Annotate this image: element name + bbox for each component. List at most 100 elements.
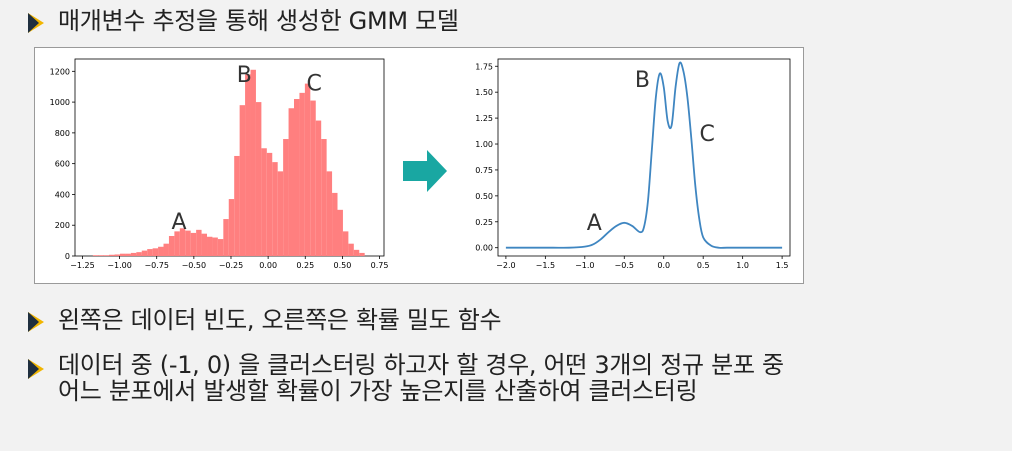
bullet-title: 매개변수 추정을 통해 생성한 GMM 모델 — [28, 6, 459, 36]
histogram-bar — [266, 152, 273, 256]
pdf-line-chart: −2.0 −1.5 −1.0 −0.5 0.0 0.5 1.0 1.5 0.00 0.25 0.50… — [475, 58, 791, 270]
hist-ytick-label: 1000 — [50, 98, 70, 107]
hist-xtick-label: −0.25 — [219, 261, 244, 270]
annotation-c: C — [699, 122, 714, 147]
histogram-bar — [212, 237, 218, 256]
pdf-ytick-label: 1.75 — [475, 62, 493, 71]
bullet-clustering-line1: 데이터 중 (-1, 0) 을 클러스터링 하고자 할 경우, 어떤 3개의 정… — [58, 351, 784, 379]
hist-xtick-label: 0.25 — [296, 261, 314, 270]
histogram-bar — [272, 162, 278, 256]
histogram-bar — [98, 255, 104, 256]
histogram-bar — [168, 235, 175, 256]
pdf-plot-frame — [497, 58, 791, 257]
histogram-bar — [348, 243, 354, 256]
bullet-arrow-icon — [28, 359, 44, 379]
histogram-bar — [332, 192, 338, 256]
histogram-bar — [130, 252, 137, 256]
hist-xtick-label: −0.75 — [144, 261, 169, 270]
pdf-ytick-label: 0.00 — [475, 244, 493, 253]
histogram-bar — [185, 230, 191, 256]
annotation-a: A — [587, 211, 602, 236]
pdf-xtick-label: −1.0 — [575, 261, 594, 270]
histogram-bar — [152, 248, 159, 256]
histogram-bar — [288, 108, 295, 256]
histogram-bar — [299, 92, 305, 256]
hist-xtick-label: −0.50 — [182, 261, 207, 270]
histogram-bar — [223, 219, 229, 256]
hist-xtick-label: −1.00 — [107, 261, 132, 270]
histogram-bar — [234, 155, 240, 256]
pdf-xtick-label: −1.5 — [536, 261, 555, 270]
pdf-xtick-label: 1.0 — [736, 261, 749, 270]
histogram-bar — [147, 249, 153, 256]
hist-ytick-label: 800 — [55, 129, 70, 138]
histogram-bar — [228, 199, 235, 256]
histogram-bar — [207, 236, 213, 256]
histogram-bar — [250, 69, 256, 256]
pdf-ytick-label: 1.25 — [475, 114, 493, 123]
pdf-series-line — [505, 61, 783, 249]
histogram-bar — [174, 231, 180, 256]
histogram-bar — [283, 139, 289, 256]
histogram-bar — [217, 239, 224, 256]
histogram-bar — [136, 252, 142, 256]
histogram-bar — [158, 246, 164, 256]
pdf-ytick-label: 1.50 — [475, 88, 493, 97]
hist-ytick-label: 0 — [65, 252, 70, 261]
histogram-bar — [196, 229, 202, 256]
bullet-clustering-line2: 어느 분포에서 발생할 확률이 가장 높은지를 산출하여 클러스터링 — [58, 377, 698, 405]
histogram-bar — [321, 139, 327, 256]
bullet-clustering-text: 데이터 중 (-1, 0) 을 클러스터링 하고자 할 경우, 어떤 3개의 정… — [58, 352, 784, 404]
hist-xtick-label: 0.75 — [371, 261, 389, 270]
bullet-description: 왼쪽은 데이터 빈도, 오른쪽은 확률 밀도 함수 — [28, 305, 502, 335]
histogram-bar — [315, 120, 322, 256]
histogram-bar — [342, 231, 349, 256]
histogram-bar — [103, 255, 110, 256]
histogram-bar — [120, 253, 126, 256]
pdf-xtick-label: 0.0 — [657, 261, 670, 270]
hist-xtick-label: 0.50 — [333, 261, 351, 270]
histogram-bar — [326, 171, 333, 256]
histogram-bar — [255, 102, 262, 256]
bullet-arrow-icon — [28, 13, 44, 33]
annotation-b: B — [237, 63, 252, 88]
histogram-bar — [92, 255, 99, 256]
annotation-b: B — [635, 68, 650, 93]
hist-ytick-label: 1200 — [50, 67, 70, 76]
bullet-title-text: 매개변수 추정을 통해 생성한 GMM 모델 — [58, 7, 459, 35]
annotation-c: C — [306, 72, 321, 97]
figure-panel: −1.25 −1.00 −0.75 −0.50 −0.25 0.00 0.25 0.50 0.7… — [34, 47, 804, 284]
histogram-bar — [277, 171, 284, 256]
histogram-bar — [294, 99, 300, 256]
hist-xtick-label: 0.00 — [259, 261, 277, 270]
histogram-bar — [239, 105, 246, 256]
pdf-ytick-label: 1.00 — [475, 140, 493, 149]
pdf-ytick-label: 0.50 — [475, 192, 493, 201]
histogram-bar — [141, 250, 148, 256]
pdf-xtick-label: −0.5 — [615, 261, 634, 270]
histogram-bar — [304, 83, 311, 256]
histogram-bar — [179, 228, 186, 256]
pdf-ytick-label: 0.75 — [475, 166, 493, 175]
histogram-bar — [359, 252, 365, 256]
histogram-bar — [353, 249, 360, 256]
histogram-bar — [245, 74, 251, 256]
histogram-bar — [337, 209, 343, 256]
histogram-bar — [125, 253, 131, 256]
annotation-a: A — [171, 210, 186, 235]
hist-ytick-label: 200 — [55, 221, 70, 230]
histogram-bar — [261, 148, 267, 256]
hist-xtick-label: −1.25 — [70, 261, 95, 270]
pdf-xtick-label: −2.0 — [496, 261, 515, 270]
pdf-xtick-label: 0.5 — [697, 261, 710, 270]
right-arrow-icon — [403, 150, 447, 192]
histogram-chart: −1.25 −1.00 −0.75 −0.50 −0.25 0.00 0.25 0.50 0.7… — [50, 58, 389, 270]
histogram-bar — [190, 232, 197, 256]
bullet-description-text: 왼쪽은 데이터 빈도, 오른쪽은 확률 밀도 함수 — [58, 306, 502, 334]
histogram-bar — [163, 243, 169, 256]
histogram-bar — [114, 254, 121, 256]
hist-ytick-label: 400 — [55, 190, 70, 199]
pdf-xtick-label: 1.5 — [776, 261, 789, 270]
histogram-bar — [201, 233, 208, 256]
histogram-bar — [310, 100, 316, 256]
